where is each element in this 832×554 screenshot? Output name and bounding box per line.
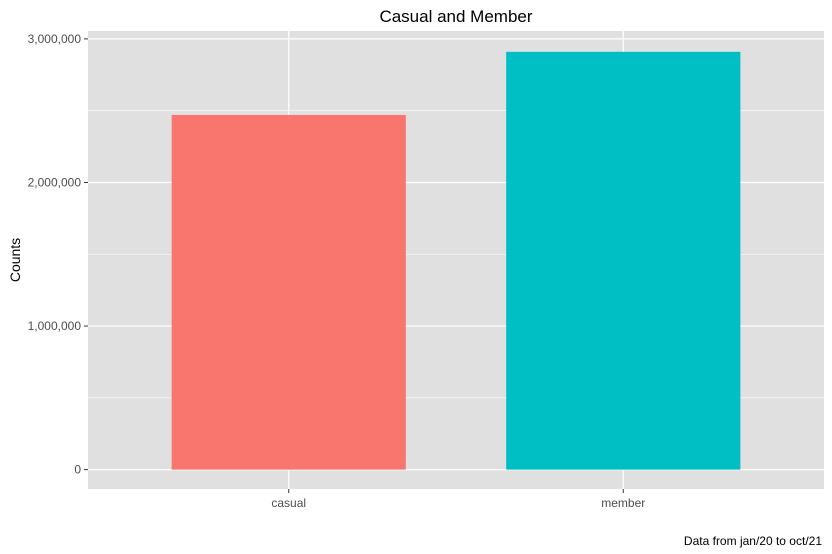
bar-member (506, 51, 741, 470)
y-tick-label: 0 (74, 463, 81, 477)
chart-caption: Data from jan/20 to oct/21 (684, 534, 822, 548)
chart-title: Casual and Member (379, 7, 532, 26)
bars (171, 51, 741, 470)
x-axis: casual member (271, 489, 645, 510)
y-tick-label: 3,000,000 (28, 32, 82, 46)
bar-casual (171, 114, 406, 470)
y-axis: 0 1,000,000 2,000,000 3,000,000 (28, 32, 88, 477)
y-tick-label: 2,000,000 (28, 175, 82, 189)
x-tick-label: casual (271, 496, 306, 510)
y-axis-title: Counts (7, 238, 23, 282)
x-tick-label: member (601, 496, 645, 510)
y-tick-label: 1,000,000 (28, 319, 82, 333)
